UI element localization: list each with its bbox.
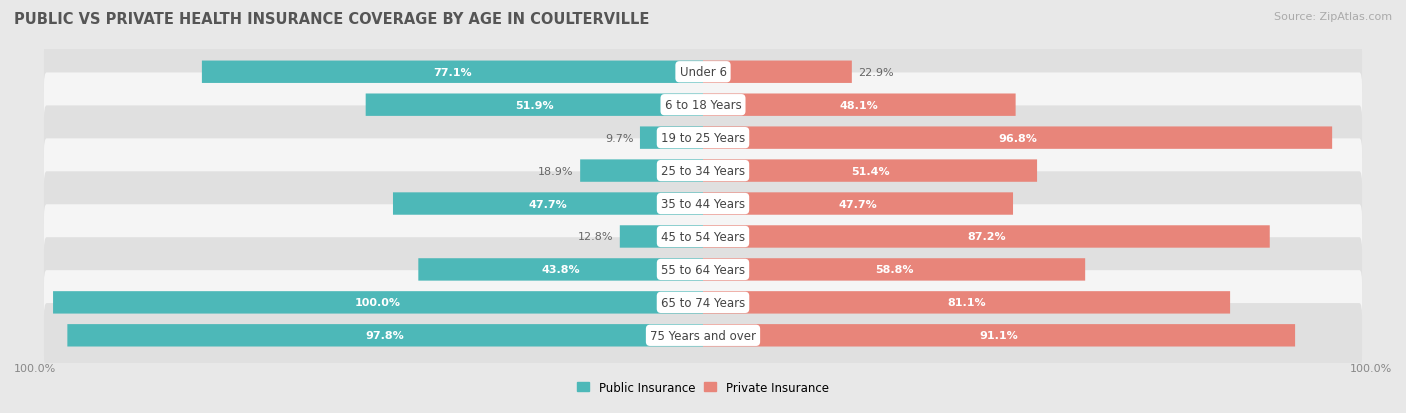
Text: 55 to 64 Years: 55 to 64 Years [661, 263, 745, 276]
Text: 6 to 18 Years: 6 to 18 Years [665, 99, 741, 112]
Text: 75 Years and over: 75 Years and over [650, 329, 756, 342]
FancyBboxPatch shape [44, 237, 1362, 302]
Text: 47.7%: 47.7% [529, 199, 568, 209]
FancyBboxPatch shape [703, 259, 1085, 281]
FancyBboxPatch shape [703, 324, 1295, 347]
Text: 12.8%: 12.8% [578, 232, 613, 242]
Text: 77.1%: 77.1% [433, 68, 472, 78]
FancyBboxPatch shape [419, 259, 703, 281]
FancyBboxPatch shape [620, 226, 703, 248]
FancyBboxPatch shape [703, 226, 1270, 248]
Text: 19 to 25 Years: 19 to 25 Years [661, 132, 745, 145]
FancyBboxPatch shape [44, 271, 1362, 335]
Text: 35 to 44 Years: 35 to 44 Years [661, 197, 745, 211]
Text: 81.1%: 81.1% [948, 298, 986, 308]
FancyBboxPatch shape [640, 127, 703, 150]
Text: 25 to 34 Years: 25 to 34 Years [661, 165, 745, 178]
Text: 47.7%: 47.7% [838, 199, 877, 209]
FancyBboxPatch shape [392, 193, 703, 215]
Legend: Public Insurance, Private Insurance: Public Insurance, Private Insurance [572, 376, 834, 399]
Text: Source: ZipAtlas.com: Source: ZipAtlas.com [1274, 12, 1392, 22]
Text: 97.8%: 97.8% [366, 330, 405, 340]
FancyBboxPatch shape [67, 324, 703, 347]
FancyBboxPatch shape [44, 106, 1362, 171]
Text: 58.8%: 58.8% [875, 265, 914, 275]
FancyBboxPatch shape [53, 292, 703, 314]
FancyBboxPatch shape [703, 94, 1015, 116]
Text: 51.9%: 51.9% [515, 100, 554, 110]
Text: 65 to 74 Years: 65 to 74 Years [661, 296, 745, 309]
Text: 100.0%: 100.0% [1350, 363, 1392, 373]
FancyBboxPatch shape [703, 292, 1230, 314]
FancyBboxPatch shape [202, 62, 703, 84]
Text: Under 6: Under 6 [679, 66, 727, 79]
Text: 100.0%: 100.0% [14, 363, 56, 373]
FancyBboxPatch shape [44, 40, 1362, 105]
FancyBboxPatch shape [44, 205, 1362, 269]
Text: PUBLIC VS PRIVATE HEALTH INSURANCE COVERAGE BY AGE IN COULTERVILLE: PUBLIC VS PRIVATE HEALTH INSURANCE COVER… [14, 12, 650, 27]
FancyBboxPatch shape [703, 193, 1012, 215]
Text: 91.1%: 91.1% [980, 330, 1018, 340]
Text: 100.0%: 100.0% [356, 298, 401, 308]
FancyBboxPatch shape [44, 172, 1362, 236]
FancyBboxPatch shape [44, 304, 1362, 368]
Text: 22.9%: 22.9% [858, 68, 894, 78]
Text: 45 to 54 Years: 45 to 54 Years [661, 230, 745, 243]
FancyBboxPatch shape [366, 94, 703, 116]
Text: 87.2%: 87.2% [967, 232, 1005, 242]
Text: 96.8%: 96.8% [998, 133, 1038, 143]
FancyBboxPatch shape [44, 73, 1362, 138]
Text: 18.9%: 18.9% [538, 166, 574, 176]
FancyBboxPatch shape [703, 127, 1331, 150]
Text: 43.8%: 43.8% [541, 265, 579, 275]
Text: 9.7%: 9.7% [605, 133, 634, 143]
FancyBboxPatch shape [703, 62, 852, 84]
Text: 48.1%: 48.1% [839, 100, 879, 110]
FancyBboxPatch shape [581, 160, 703, 183]
FancyBboxPatch shape [703, 160, 1038, 183]
Text: 51.4%: 51.4% [851, 166, 890, 176]
FancyBboxPatch shape [44, 139, 1362, 203]
